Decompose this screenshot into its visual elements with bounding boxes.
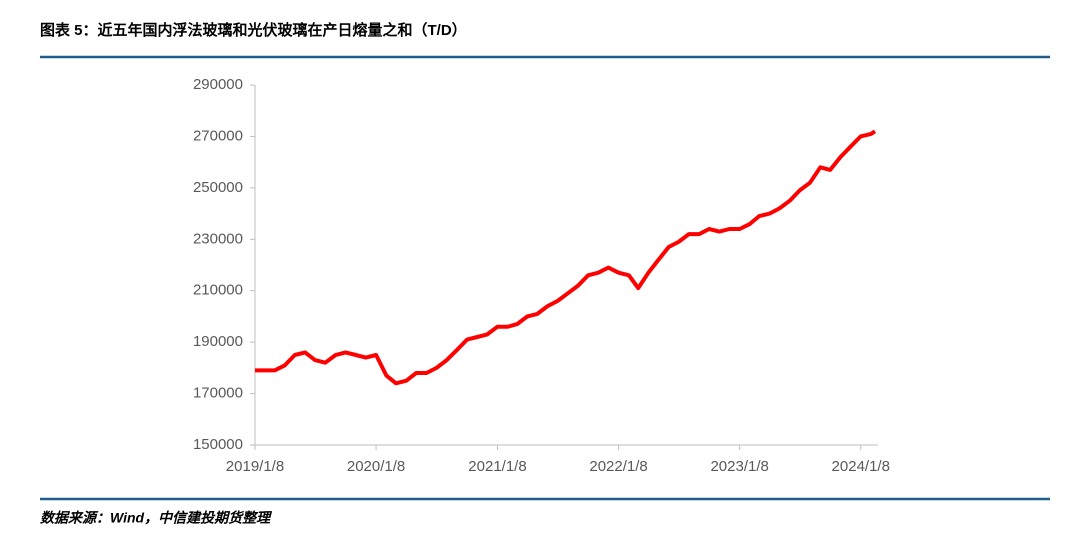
x-tick-label: 2022/1/8 (589, 458, 647, 475)
y-tick-label: 270000 (193, 127, 243, 144)
series-line (255, 129, 877, 386)
y-tick-label: 210000 (193, 282, 243, 299)
x-tick-label: 2020/1/8 (347, 458, 405, 475)
source-note: 数据来源：Wind，中信建投期货整理 (40, 510, 272, 526)
y-tick-label: 150000 (193, 436, 243, 453)
y-tick-label: 290000 (193, 76, 243, 93)
y-tick-label: 230000 (193, 230, 243, 247)
y-tick-label: 250000 (193, 179, 243, 196)
chart-title: 图表 5：近五年国内浮法玻璃和光伏玻璃在产日熔量之和（T/D） (40, 21, 467, 39)
y-tick-label: 170000 (193, 385, 243, 402)
x-tick-label: 2019/1/8 (226, 458, 284, 475)
x-tick-label: 2023/1/8 (710, 458, 768, 475)
x-tick-label: 2024/1/8 (832, 458, 890, 475)
y-tick-label: 190000 (193, 333, 243, 350)
x-tick-label: 2021/1/8 (468, 458, 526, 475)
